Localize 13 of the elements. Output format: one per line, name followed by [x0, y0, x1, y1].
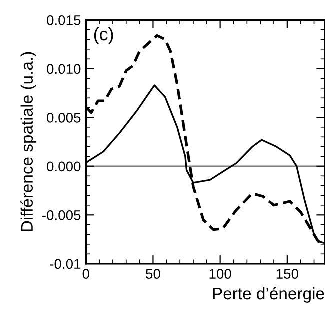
x-axis-title: Perte d’énergie — [213, 287, 324, 303]
y-tick-label: 0.010 — [47, 64, 81, 74]
y-tick-label: 0.005 — [47, 112, 81, 123]
x-tick-label: 50 — [146, 269, 160, 279]
x-tick-label: 0 — [82, 269, 90, 279]
y-tick-label: -0.005 — [42, 210, 81, 220]
y-tick-label: 0.015 — [47, 15, 81, 26]
x-tick-label: 150 — [276, 269, 298, 279]
annotation: (c) — [94, 27, 114, 44]
y-axis-title: Différence spatiale (u.a.) — [20, 52, 36, 232]
x-tick-label: 100 — [210, 269, 232, 279]
y-tick-label: -0.01 — [50, 259, 81, 270]
y-tick-label: 0.000 — [47, 162, 81, 172]
